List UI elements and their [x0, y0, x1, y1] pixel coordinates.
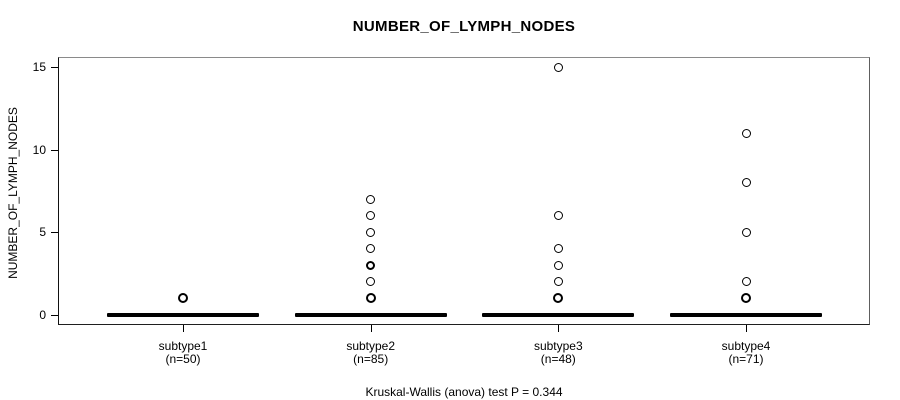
outlier-point [178, 293, 188, 304]
y-axis-tick [51, 67, 58, 68]
outlier-point [741, 277, 751, 287]
outlier-point [553, 244, 563, 254]
group-n: (n=85) [353, 352, 389, 366]
y-axis-label: NUMBER_OF_LYMPH_NODES [6, 107, 20, 279]
outlier-point [741, 128, 751, 138]
x-axis-tick [746, 325, 747, 332]
x-axis-group-label: subtype4 (n=71) [676, 340, 816, 366]
median-line [107, 313, 259, 317]
y-axis-tick-label: 15 [32, 60, 46, 74]
plot-area [58, 57, 870, 325]
median-line [294, 313, 447, 317]
outlier-point [553, 260, 563, 270]
y-axis-tick-label: 10 [32, 142, 46, 157]
outlier-point [553, 293, 564, 304]
outlier-point [366, 227, 376, 237]
x-axis-group-label: subtype2 (n=85) [301, 340, 441, 366]
group-n: (n=50) [165, 352, 201, 366]
y-axis-tick [51, 149, 58, 151]
stat-test-caption: Kruskal-Wallis (anova) test P = 0.344 [365, 385, 563, 399]
group-name: subtype1 [158, 339, 208, 353]
median-line [482, 313, 635, 317]
outlier-point [553, 277, 563, 287]
y-axis-tick-label: 5 [39, 225, 46, 240]
outlier-point [741, 293, 751, 304]
y-axis-tick [51, 232, 58, 234]
outlier-point [741, 227, 751, 237]
x-axis-tick [558, 325, 560, 332]
x-axis-tick [183, 325, 184, 332]
x-axis-group-label: subtype3 (n=48) [488, 340, 628, 366]
group-name: subtype2 [346, 339, 396, 353]
group-name: subtype3 [533, 339, 583, 353]
group-n: (n=71) [728, 352, 764, 366]
outlier-point [741, 178, 751, 188]
y-axis-tick [51, 315, 58, 316]
outlier-point [366, 277, 376, 287]
outlier-point [366, 194, 376, 204]
chart-title: NUMBER_OF_LYMPH_NODES [352, 18, 576, 35]
x-axis-tick [370, 325, 372, 332]
outlier-point [365, 293, 376, 304]
x-axis-group-label: subtype1 (n=50) [113, 340, 253, 366]
group-name: subtype4 [721, 339, 771, 353]
outlier-point [366, 244, 376, 254]
group-n: (n=48) [540, 352, 576, 366]
outlier-point [366, 211, 376, 221]
outlier-point [366, 260, 376, 270]
y-axis-tick-label: 0 [39, 308, 46, 322]
outlier-point [553, 211, 563, 221]
median-line [670, 313, 822, 317]
outlier-point [553, 62, 563, 72]
